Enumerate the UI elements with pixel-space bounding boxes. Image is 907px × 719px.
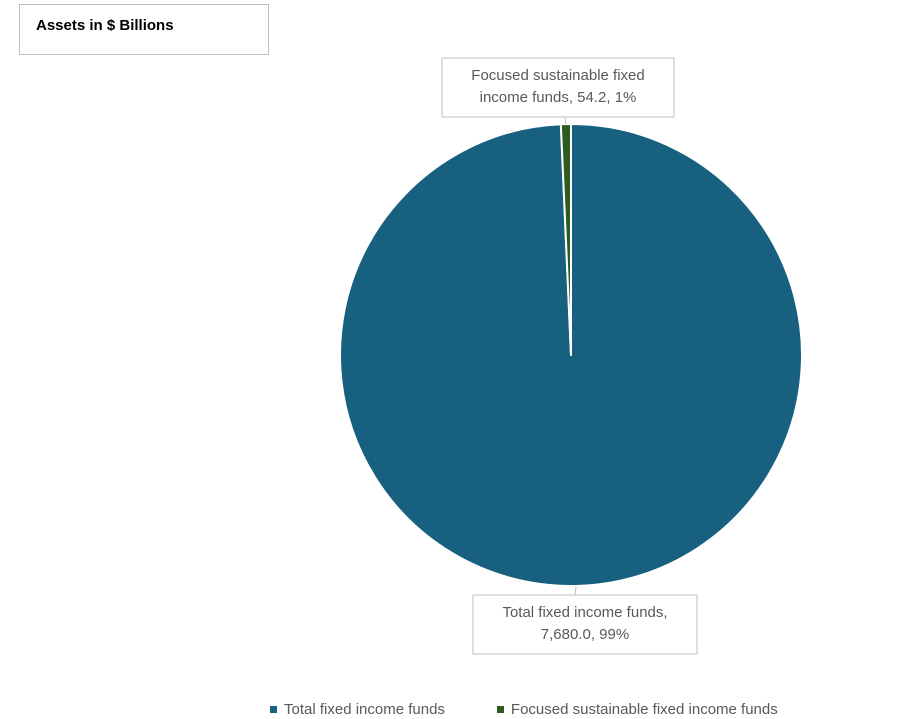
legend: Total fixed income funds Focused sustain… bbox=[270, 699, 830, 719]
pie-chart: Focused sustainable fixed income funds, 5… bbox=[339, 57, 803, 655]
data-label-line: Total fixed income funds, bbox=[502, 604, 667, 621]
leader-line bbox=[564, 116, 567, 125]
data-label-box bbox=[441, 57, 675, 118]
leader-lines bbox=[564, 116, 577, 596]
data-label-line: Focused sustainable fixed bbox=[471, 67, 644, 84]
pie-slices bbox=[339, 123, 803, 587]
pie-slice-focused-sustainable bbox=[559, 123, 572, 356]
data-label-box bbox=[472, 594, 698, 655]
leader-line bbox=[574, 585, 577, 596]
legend-label: Focused sustainable fixed income funds bbox=[510, 700, 778, 718]
data-label-total-fixed-income: Total fixed income funds, 7,680.0, 99% bbox=[472, 594, 698, 655]
chart-title-box: Assets in $ Billions bbox=[19, 4, 269, 55]
data-labels: Focused sustainable fixed income funds, 5… bbox=[441, 57, 698, 655]
data-label-focused-sustainable: Focused sustainable fixed income funds, 5… bbox=[441, 57, 675, 118]
legend-swatch bbox=[496, 705, 504, 713]
legend-label: Total fixed income funds bbox=[284, 700, 445, 718]
legend-swatch bbox=[270, 705, 277, 713]
data-label-line: 7,680.0, 99% bbox=[541, 626, 629, 643]
chart-title: Assets in $ Billions bbox=[36, 17, 174, 34]
data-label-line: income funds, 54.2, 1% bbox=[480, 89, 637, 106]
legend-item-focused-sustainable: Focused sustainable fixed income funds bbox=[496, 700, 778, 718]
legend-item-total-fixed-income: Total fixed income funds bbox=[270, 701, 445, 718]
